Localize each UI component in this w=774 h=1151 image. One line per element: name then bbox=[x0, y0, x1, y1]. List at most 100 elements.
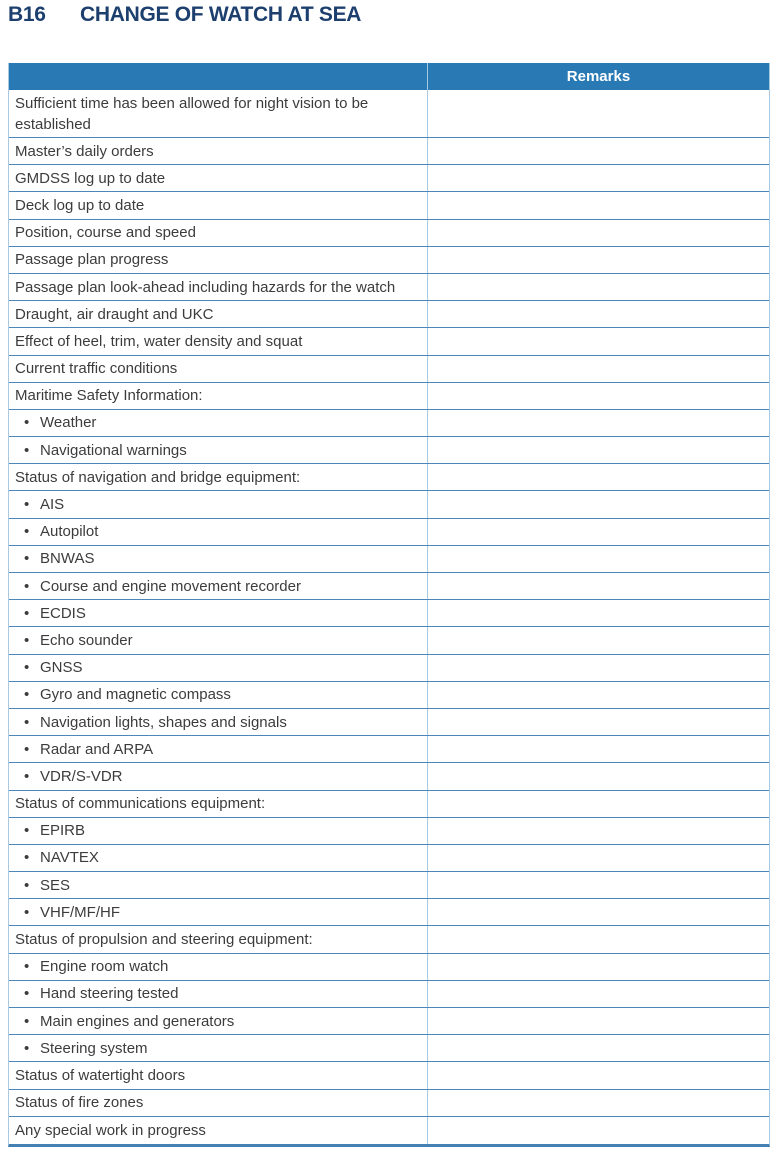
bullet-icon: • bbox=[24, 713, 30, 731]
checklist-item-label: Passage plan progress bbox=[15, 251, 169, 269]
checklist-item-label: Current traffic conditions bbox=[15, 360, 178, 378]
remarks-cell bbox=[427, 382, 769, 409]
bullet-icon: • bbox=[24, 577, 30, 595]
checklist-item-label: GNSS bbox=[40, 659, 83, 677]
checklist-item-label: Engine room watch bbox=[40, 958, 169, 976]
remarks-cell bbox=[427, 736, 769, 763]
checklist-item-cell: • VDR/S-VDR bbox=[9, 763, 427, 789]
checklist-item-cell: • SES bbox=[9, 872, 427, 898]
checklist-item-label: Status of fire zones bbox=[15, 1094, 144, 1112]
checklist-item-label: Draught, air draught and UKC bbox=[15, 305, 214, 323]
table-row: • GNSS bbox=[9, 654, 769, 682]
checklist-item-label: Hand steering tested bbox=[40, 985, 179, 1003]
checklist-item-label: Course and engine movement recorder bbox=[40, 577, 301, 595]
bullet-icon: • bbox=[24, 958, 30, 976]
checklist-item-cell: • Hand steering tested bbox=[9, 981, 427, 1007]
checklist-item-label: Navigational warnings bbox=[40, 441, 187, 459]
table-row: Deck log up to date bbox=[9, 192, 769, 220]
checklist-item-cell: • Navigation lights, shapes and signals bbox=[9, 709, 427, 735]
checklist-item-cell: Draught, air draught and UKC bbox=[9, 301, 427, 327]
checklist-item-cell: Maritime Safety Information: bbox=[9, 383, 427, 409]
bullet-icon: • bbox=[24, 985, 30, 1003]
bullet-icon: • bbox=[24, 767, 30, 785]
checklist-item-cell: • Steering system bbox=[9, 1035, 427, 1061]
remarks-cell bbox=[427, 790, 769, 817]
remarks-cell bbox=[427, 953, 769, 980]
checklist-item-cell: • GNSS bbox=[9, 655, 427, 681]
checklist-item-label: AIS bbox=[40, 496, 65, 514]
checklist-item-label: Status of watertight doors bbox=[15, 1066, 186, 1084]
remarks-cell bbox=[427, 872, 769, 899]
checklist-item-label: Steering system bbox=[40, 1039, 148, 1057]
checklist-item-cell: • VHF/MF/HF bbox=[9, 899, 427, 925]
checklist-item-label: Sufficient time has been allowed for nig… bbox=[15, 94, 369, 133]
table-row: • Weather bbox=[9, 409, 769, 438]
remarks-cell bbox=[427, 1062, 769, 1089]
table-row: Status of fire zones bbox=[9, 1089, 769, 1117]
remarks-cell bbox=[427, 708, 769, 736]
bullet-icon: • bbox=[24, 822, 30, 840]
checklist-item-label: Status of communications equipment: bbox=[15, 795, 266, 813]
table-row: Effect of heel, trim, water density and … bbox=[9, 328, 769, 356]
checklist-item-cell: • NAVTEX bbox=[9, 845, 427, 871]
table-row: Status of communications equipment: bbox=[9, 790, 769, 818]
checklist-item-label: Status of navigation and bridge equipmen… bbox=[15, 468, 301, 486]
checklist-item-cell: • Engine room watch bbox=[9, 954, 427, 980]
section-code: B16 bbox=[8, 3, 46, 26]
remarks-cell bbox=[427, 681, 769, 708]
bullet-icon: • bbox=[24, 414, 30, 432]
bullet-icon: • bbox=[24, 659, 30, 677]
checklist-item-label: Navigation lights, shapes and signals bbox=[40, 713, 287, 731]
table-row: Maritime Safety Information: bbox=[9, 382, 769, 410]
table-body: Sufficient time has been allowed for nig… bbox=[9, 90, 769, 1144]
remarks-cell bbox=[427, 1116, 769, 1144]
table-row: • Navigation lights, shapes and signals bbox=[9, 708, 769, 737]
checklist-item-cell: Deck log up to date bbox=[9, 192, 427, 218]
checklist-item-label: Effect of heel, trim, water density and … bbox=[15, 332, 303, 350]
table-row: • SES bbox=[9, 872, 769, 900]
remarks-cell bbox=[427, 899, 769, 926]
table-row: • Gyro and magnetic compass bbox=[9, 681, 769, 709]
checklist-item-cell: • ECDIS bbox=[9, 600, 427, 626]
checklist-item-cell: Status of communications equipment: bbox=[9, 791, 427, 817]
bullet-icon: • bbox=[24, 876, 30, 894]
remarks-cell bbox=[427, 1035, 769, 1062]
table-row: Status of navigation and bridge equipmen… bbox=[9, 464, 769, 492]
remarks-cell bbox=[427, 219, 769, 246]
remarks-cell bbox=[427, 1008, 769, 1035]
checklist-item-label: VDR/S-VDR bbox=[40, 767, 123, 785]
checklist-item-cell: Passage plan progress bbox=[9, 247, 427, 273]
checklist-item-cell: Status of watertight doors bbox=[9, 1062, 427, 1088]
table-row: • AIS bbox=[9, 491, 769, 519]
table-row: Sufficient time has been allowed for nig… bbox=[9, 90, 769, 138]
checklist-item-label: Status of propulsion and steering equipm… bbox=[15, 931, 313, 949]
table-row: • Echo sounder bbox=[9, 627, 769, 655]
bullet-icon: • bbox=[24, 903, 30, 921]
table-row: • NAVTEX bbox=[9, 844, 769, 873]
checklist-item-cell: • Radar and ARPA bbox=[9, 736, 427, 762]
table-row: • Steering system bbox=[9, 1035, 769, 1063]
remarks-cell bbox=[427, 980, 769, 1007]
bullet-icon: • bbox=[24, 441, 30, 459]
checklist-item-cell: Status of navigation and bridge equipmen… bbox=[9, 464, 427, 490]
bullet-icon: • bbox=[24, 523, 30, 541]
checklist-item-cell: • Weather bbox=[9, 410, 427, 436]
remarks-cell bbox=[427, 1089, 769, 1116]
remarks-cell bbox=[427, 600, 769, 627]
remarks-cell bbox=[427, 409, 769, 437]
remarks-cell bbox=[427, 926, 769, 953]
checklist-item-cell: Status of propulsion and steering equipm… bbox=[9, 926, 427, 952]
table-row: • ECDIS bbox=[9, 600, 769, 628]
remarks-cell bbox=[427, 246, 769, 273]
checklist-item-cell: • Echo sounder bbox=[9, 627, 427, 653]
remarks-column-header: Remarks bbox=[427, 63, 769, 90]
remarks-cell bbox=[427, 301, 769, 328]
remarks-cell bbox=[427, 573, 769, 600]
checklist-item-label: Gyro and magnetic compass bbox=[40, 686, 231, 704]
checklist-item-label: Deck log up to date bbox=[15, 196, 145, 214]
remarks-cell bbox=[427, 491, 769, 518]
remarks-cell bbox=[427, 654, 769, 681]
remarks-cell bbox=[427, 328, 769, 355]
table-row: Current traffic conditions bbox=[9, 355, 769, 383]
